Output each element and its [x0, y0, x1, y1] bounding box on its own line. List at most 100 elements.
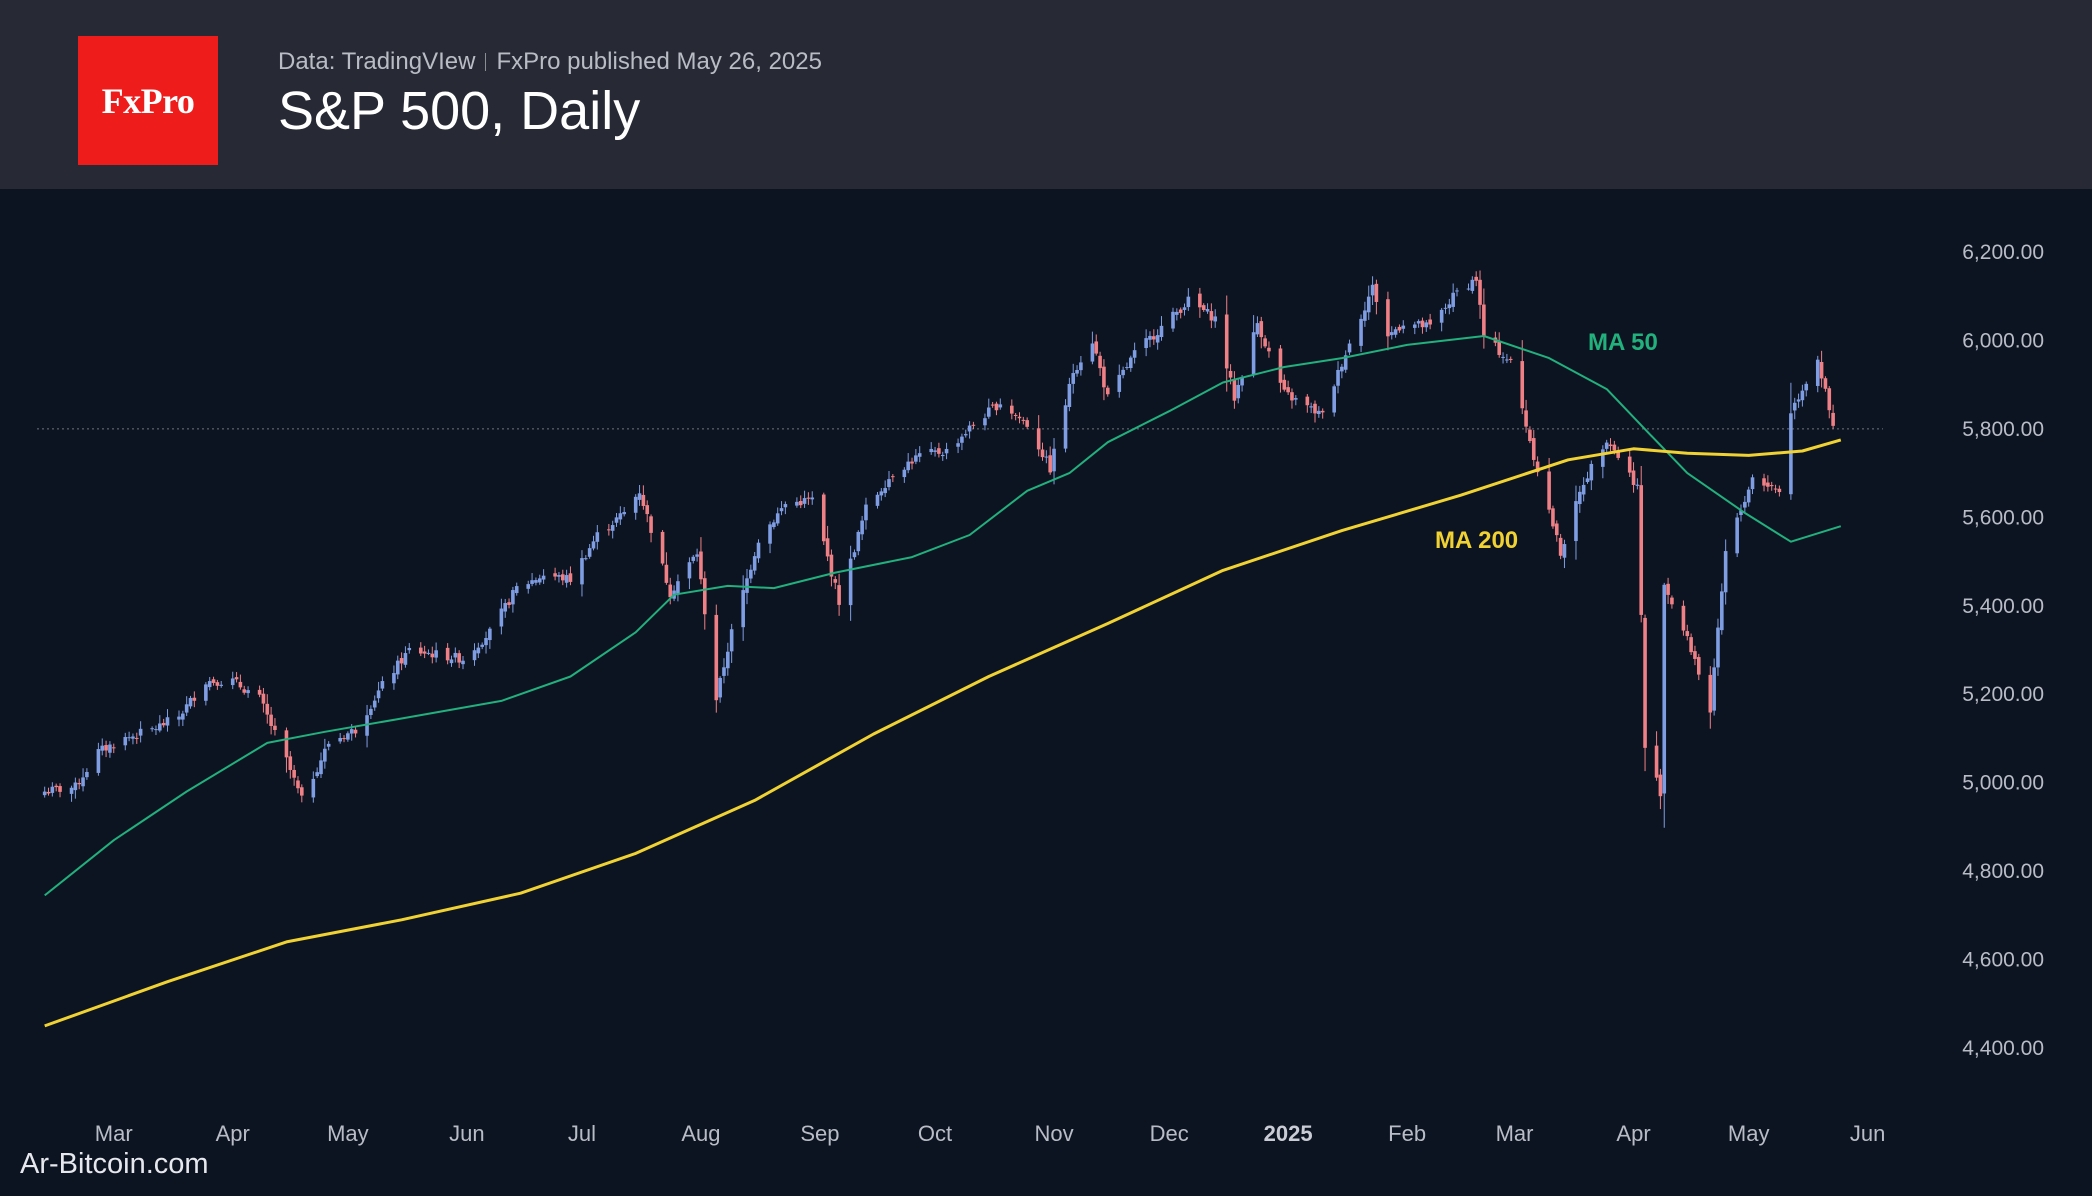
candle-body: [273, 725, 277, 730]
candle-body: [933, 450, 937, 452]
candle: [971, 421, 976, 430]
candle: [1205, 303, 1210, 314]
candle-body: [1420, 320, 1425, 328]
candle-body: [1708, 674, 1713, 713]
candle-body: [1393, 329, 1398, 335]
candle-body: [369, 708, 373, 715]
candle-body: [668, 584, 673, 598]
candle: [956, 438, 960, 454]
candle: [833, 576, 838, 590]
candle-body: [165, 717, 170, 726]
candle-body: [108, 744, 112, 753]
candle-body: [461, 660, 465, 665]
candle-body: [722, 667, 726, 676]
candle-body: [184, 704, 189, 713]
candle: [1585, 471, 1590, 484]
fxpro-logo: FxPro: [78, 36, 218, 165]
candle-body: [591, 541, 596, 549]
candle-body: [1255, 323, 1260, 335]
candle-body: [960, 436, 964, 443]
candle: [100, 738, 105, 756]
candle-body: [96, 749, 101, 773]
candle-body: [1171, 311, 1175, 329]
candle: [1696, 653, 1701, 681]
candle: [1827, 386, 1832, 419]
candle: [1470, 276, 1475, 294]
candle-body: [983, 418, 987, 426]
candle: [1501, 352, 1505, 364]
candle: [560, 569, 565, 586]
candle-body: [161, 722, 166, 726]
candle: [914, 449, 918, 465]
candle-body: [1332, 386, 1336, 413]
candle: [702, 571, 707, 630]
candle: [541, 569, 546, 584]
candle-body: [1474, 276, 1478, 281]
candle: [917, 446, 922, 463]
candle-body: [445, 647, 450, 661]
candle: [445, 643, 450, 665]
candle-body: [1036, 428, 1041, 450]
candle-body: [1616, 450, 1620, 458]
candle-body: [1723, 551, 1728, 593]
candle: [1528, 426, 1532, 444]
candle-body: [1040, 449, 1045, 458]
candle: [1397, 324, 1402, 333]
candle-body: [584, 558, 588, 560]
candle: [1616, 446, 1620, 461]
candle: [783, 501, 788, 515]
candle: [430, 646, 435, 664]
candle: [607, 523, 611, 536]
candle: [960, 433, 964, 451]
candle-body: [1547, 471, 1551, 510]
candle-body: [534, 580, 538, 583]
x-axis: Mar Apr May Jun Jul Aug Sep Oct Nov Dec 2025 Feb Mar…: [95, 1121, 1886, 1146]
candle-body: [1317, 410, 1321, 415]
candle: [1639, 466, 1644, 623]
candle-body: [664, 564, 669, 583]
candle-body: [1159, 325, 1164, 338]
candle-body: [1562, 544, 1567, 558]
candle: [1716, 618, 1720, 676]
candle: [1232, 371, 1237, 409]
candle-body: [422, 651, 427, 654]
candle: [138, 721, 143, 743]
candle-body: [1601, 449, 1605, 467]
candle: [729, 623, 734, 663]
candle: [795, 497, 799, 508]
candle: [580, 550, 584, 597]
candle-body: [265, 703, 270, 715]
candle-body: [204, 684, 208, 701]
candle-body: [1796, 399, 1801, 402]
x-tick-label: Mar: [95, 1121, 133, 1146]
candle: [1478, 270, 1482, 319]
candle: [376, 681, 381, 703]
candle-body: [1716, 627, 1720, 668]
candle-body: [1071, 373, 1076, 384]
candle: [526, 580, 531, 594]
x-tick-label: May: [1728, 1121, 1770, 1146]
candle-body: [1585, 478, 1590, 483]
candle-body: [1075, 369, 1079, 374]
candle-body: [1132, 350, 1137, 358]
candle: [1340, 363, 1344, 379]
candle: [50, 782, 55, 797]
ma200-line: [44, 438, 1842, 1028]
candle-body: [376, 690, 381, 699]
candle: [622, 506, 626, 517]
candle-body: [507, 602, 511, 605]
candle-body: [188, 697, 193, 707]
candle: [1332, 384, 1336, 417]
candle: [1171, 307, 1175, 332]
candle: [1420, 317, 1425, 334]
x-tick-label: Nov: [1034, 1121, 1073, 1146]
candle: [1551, 505, 1555, 529]
candle: [1336, 361, 1340, 394]
candle-body: [848, 558, 853, 606]
candle: [1094, 334, 1099, 356]
candle: [184, 696, 189, 717]
candle-body: [641, 494, 646, 506]
candle: [1079, 355, 1083, 376]
candle: [131, 733, 135, 745]
